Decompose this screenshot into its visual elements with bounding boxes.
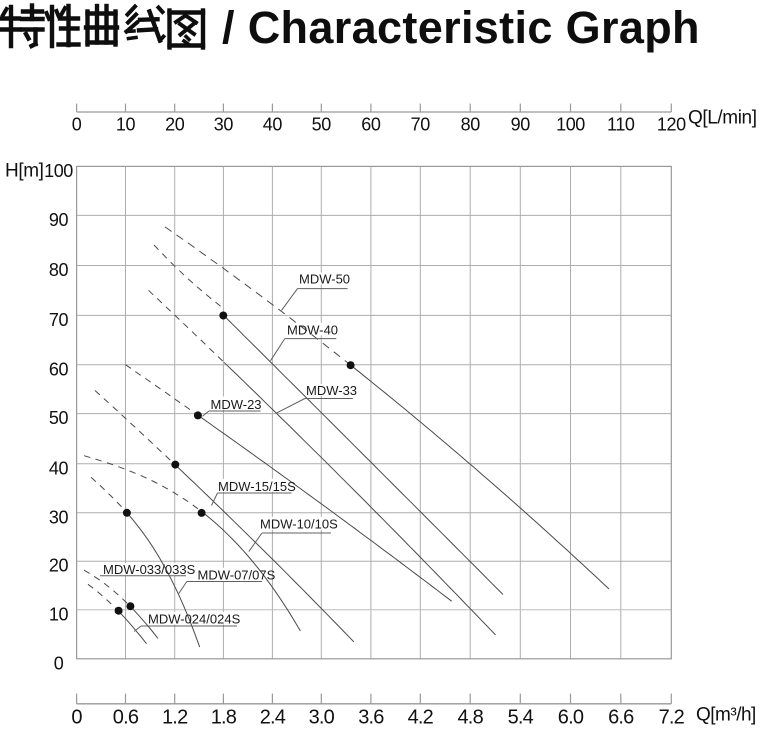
svg-text:10: 10 xyxy=(49,604,69,624)
svg-text:MDW-024/024S: MDW-024/024S xyxy=(148,611,241,626)
svg-text:H[m]: H[m] xyxy=(5,161,44,182)
svg-text:50: 50 xyxy=(312,115,332,135)
svg-text:120: 120 xyxy=(657,115,686,135)
svg-text:30: 30 xyxy=(49,507,69,527)
svg-text:Q[m³/h]: Q[m³/h] xyxy=(696,705,756,726)
svg-text:6.0: 6.0 xyxy=(558,707,584,729)
svg-text:4.2: 4.2 xyxy=(408,707,434,729)
svg-text:70: 70 xyxy=(49,310,69,330)
svg-text:40: 40 xyxy=(263,115,283,135)
svg-text:5.4: 5.4 xyxy=(508,707,534,729)
svg-text:50: 50 xyxy=(49,408,69,428)
svg-text:0.6: 0.6 xyxy=(113,707,139,729)
svg-text:100: 100 xyxy=(556,115,585,135)
svg-text:60: 60 xyxy=(361,115,381,135)
svg-text:10: 10 xyxy=(116,115,136,135)
svg-text:0: 0 xyxy=(71,707,82,729)
svg-text:0: 0 xyxy=(54,653,64,673)
svg-text:6.6: 6.6 xyxy=(608,707,634,729)
svg-text:60: 60 xyxy=(49,359,69,379)
svg-text:/ Characteristic Graph: / Characteristic Graph xyxy=(222,2,700,53)
svg-text:90: 90 xyxy=(49,210,69,230)
svg-text:7.2: 7.2 xyxy=(659,707,685,729)
svg-text:20: 20 xyxy=(49,556,69,576)
svg-text:3.0: 3.0 xyxy=(309,707,335,729)
svg-text:70: 70 xyxy=(411,115,431,135)
svg-text:MDW-033/033S: MDW-033/033S xyxy=(103,562,196,577)
svg-text:MDW-23: MDW-23 xyxy=(211,397,262,412)
svg-text:4.8: 4.8 xyxy=(457,707,483,729)
svg-text:100: 100 xyxy=(44,161,73,181)
svg-text:MDW-07/07S: MDW-07/07S xyxy=(198,567,276,582)
svg-text:1.2: 1.2 xyxy=(162,707,188,729)
svg-text:0: 0 xyxy=(72,115,82,135)
svg-text:40: 40 xyxy=(49,458,69,478)
svg-text:MDW-15/15S: MDW-15/15S xyxy=(218,479,296,494)
svg-text:Q[L/min]: Q[L/min] xyxy=(688,108,757,129)
svg-text:30: 30 xyxy=(214,115,234,135)
svg-text:80: 80 xyxy=(49,260,69,280)
svg-text:80: 80 xyxy=(461,115,481,135)
svg-text:MDW-33: MDW-33 xyxy=(306,383,357,398)
svg-text:110: 110 xyxy=(607,115,635,135)
svg-text:1.8: 1.8 xyxy=(211,707,237,729)
svg-text:3.6: 3.6 xyxy=(358,707,384,729)
svg-text:MDW-10/10S: MDW-10/10S xyxy=(260,516,338,531)
svg-text:2.4: 2.4 xyxy=(260,707,286,729)
svg-text:20: 20 xyxy=(165,115,185,135)
svg-text:MDW-40: MDW-40 xyxy=(287,322,338,337)
svg-text:MDW-50: MDW-50 xyxy=(299,272,350,287)
svg-text:90: 90 xyxy=(511,115,531,135)
